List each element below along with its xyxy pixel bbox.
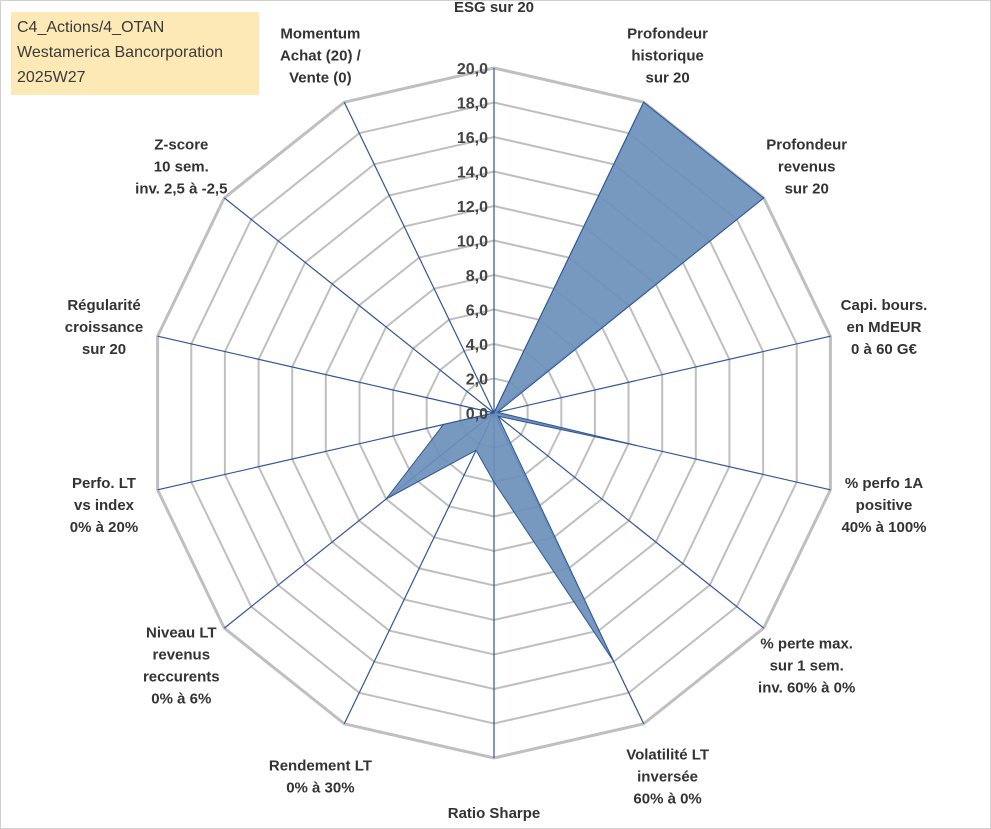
axis-label-2-line-2: sur 20 [785, 181, 829, 198]
axis-label-1: Profondeur historique sur 20 [627, 26, 708, 87]
tick-label-7: 14,0 [457, 165, 488, 182]
tick-label-6: 12,0 [457, 199, 488, 216]
series-area [385, 101, 765, 662]
axis-label-10-line-0: Perfo. LT [72, 475, 136, 492]
spoke-11 [157, 335, 495, 414]
tick-label-8: 16,0 [457, 130, 488, 147]
title-line-1: C4_Actions/4_OTAN [17, 19, 165, 36]
radar-series [385, 101, 765, 662]
tick-label-0: 0,0 [466, 406, 488, 423]
axis-label-9-line-2: reccurents [143, 668, 220, 685]
axis-label-4: % perfo 1A positive 40% à 100% [841, 475, 926, 536]
axis-label-5-line-0: % perte max. [760, 635, 853, 652]
axis-label-5-line-1: sur 1 sem. [770, 657, 844, 674]
axis-label-3-line-2: 0 à 60 G€ [851, 341, 918, 358]
axis-label-9: Niveau LT revenus reccurents 0% à 6% [143, 624, 220, 707]
axis-label-6: Volatilité LT inversée 60% à 0% [626, 746, 709, 807]
axis-label-3-line-1: en MdEUR [847, 319, 922, 336]
axis-labels: NoteESG sur 20 Profondeur historique sur 20… [65, 0, 928, 829]
axis-label-10-line-1: vs index [74, 497, 135, 514]
axis-label-8: Rendement LT 0% à 30% [269, 757, 372, 796]
axis-label-0: NoteESG sur 20 [454, 0, 534, 16]
title-line-3: 2025W27 [17, 69, 86, 86]
axis-label-4-line-2: 40% à 100% [841, 519, 926, 536]
axis-label-1-line-2: sur 20 [645, 70, 689, 87]
axis-label-6-line-1: inversée [637, 768, 698, 785]
spoke-12 [223, 197, 495, 414]
axis-label-0-line-1: ESG sur 20 [454, 0, 534, 16]
axis-label-4-line-0: % perfo 1A [845, 475, 924, 492]
tick-label-10: 20,0 [457, 61, 488, 78]
chart-title-box: C4_Actions/4_OTAN Westamerica Bancorpora… [11, 12, 259, 95]
axis-label-2: Profondeur revenus sur 20 [766, 137, 847, 198]
axis-label-13-line-0: Momentum [280, 26, 360, 43]
axis-label-6-line-0: Volatilité LT [626, 746, 709, 763]
axis-label-10: Perfo. LT vs index 0% à 20% [70, 475, 138, 536]
tick-label-2: 4,0 [466, 337, 488, 354]
axis-label-5: % perte max. sur 1 sem. inv. 60% à 0% [758, 635, 855, 696]
axis-label-9-line-1: revenus [153, 646, 211, 663]
axis-label-11-line-1: croissance [65, 319, 143, 336]
axis-label-2-line-1: revenus [778, 159, 836, 176]
axis-label-12-line-1: 10 sem. [154, 159, 209, 176]
axis-label-9-line-3: 0% à 6% [151, 690, 211, 707]
title-line-2: Westamerica Bancorporation [17, 44, 224, 61]
spoke-13 [343, 101, 495, 414]
spoke-8 [343, 412, 495, 725]
axis-label-8-line-0: Rendement LT [269, 757, 372, 774]
tick-label-1: 2,0 [466, 372, 488, 389]
spoke-3 [493, 335, 831, 414]
axis-label-12-line-2: inv. 2,5 à -2,5 [135, 181, 227, 198]
axis-label-1-line-1: historique [631, 48, 704, 65]
axis-label-3-line-0: Capi. bours. [841, 297, 928, 314]
axis-label-9-line-0: Niveau LT [146, 624, 217, 641]
tick-label-5: 10,0 [457, 234, 488, 251]
axis-label-11-line-0: Régularité [67, 297, 140, 314]
axis-label-1-line-0: Profondeur [627, 26, 708, 43]
spoke-5 [493, 412, 765, 629]
tick-label-9: 18,0 [457, 96, 488, 113]
axis-label-13-line-2: Vente (0) [289, 70, 352, 87]
axis-label-7: Ratio Sharpe 0 à 2 [448, 805, 541, 829]
axis-label-7-line-0: Ratio Sharpe [448, 805, 541, 822]
axis-label-5-line-2: inv. 60% à 0% [758, 679, 855, 696]
axis-label-4-line-1: positive [856, 497, 913, 514]
axis-label-11: Régularité croissance sur 20 [65, 297, 143, 358]
axis-label-7-line-1: 0 à 2 [477, 827, 510, 829]
axis-label-3: Capi. bours. en MdEUR 0 à 60 G€ [841, 297, 928, 358]
axis-label-12: Z-score 10 sem. inv. 2,5 à -2,5 [135, 137, 227, 198]
axis-label-13: Momentum Achat (20) / Vente (0) [280, 26, 362, 87]
axis-label-8-line-1: 0% à 30% [286, 779, 354, 796]
axis-label-12-line-0: Z-score [154, 137, 208, 154]
axis-label-10-line-2: 0% à 20% [70, 519, 138, 536]
tick-label-3: 6,0 [466, 303, 488, 320]
axis-label-6-line-2: 60% à 0% [633, 790, 701, 807]
spoke-10 [157, 412, 495, 491]
radial-tick-labels: 0,0 2,0 4,0 6,0 8,0 10,0 12,0 14,0 16,0 18,0 20,0 [457, 61, 488, 423]
tick-label-4: 8,0 [466, 268, 488, 285]
axis-label-11-line-2: sur 20 [82, 341, 126, 358]
axis-label-2-line-0: Profondeur [766, 137, 847, 154]
axis-label-13-line-1: Achat (20) / [280, 48, 362, 65]
